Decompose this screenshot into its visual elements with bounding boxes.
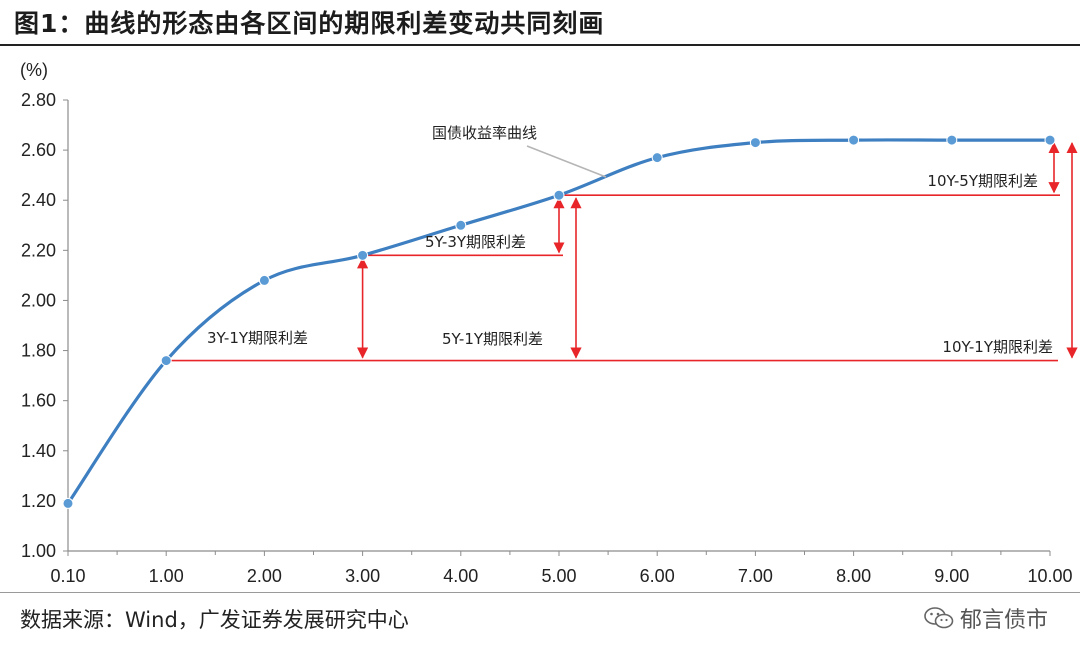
x-tick-label: 1.00 (149, 566, 184, 586)
y-tick-label: 1.20 (21, 491, 56, 511)
data-point (62, 497, 74, 509)
chart-title: 图1：曲线的形态由各区间的期限利差变动共同刻画 (14, 9, 605, 38)
x-tick-label: 10.00 (1027, 566, 1072, 586)
x-tick-label: 9.00 (934, 566, 969, 586)
data-point (749, 137, 761, 149)
y-tick-label: 2.00 (21, 290, 56, 310)
title-divider (0, 44, 1080, 46)
y-tick-label: 2.20 (21, 240, 56, 260)
x-tick-label: 8.00 (836, 566, 871, 586)
x-tick-label: 5.00 (541, 566, 576, 586)
spread-label: 5Y-3Y期限利差 (425, 233, 526, 251)
spread-label: 5Y-1Y期限利差 (442, 330, 543, 348)
x-tick-label: 3.00 (345, 566, 380, 586)
y-axis-unit-label: (%) (20, 60, 48, 80)
data-point (946, 134, 958, 146)
y-tick-label: 2.40 (21, 190, 56, 210)
data-point (1044, 134, 1056, 146)
y-tick-label: 1.00 (21, 541, 56, 561)
x-tick-label: 0.10 (50, 566, 85, 586)
spread-label: 3Y-1Y期限利差 (207, 329, 308, 347)
y-tick-label: 1.60 (21, 391, 56, 411)
data-point (160, 355, 172, 367)
y-tick-label: 2.80 (21, 90, 56, 110)
spread-label: 10Y-5Y期限利差 (927, 172, 1038, 190)
data-point (455, 219, 467, 231)
x-tick-label: 7.00 (738, 566, 773, 586)
spread-label: 10Y-1Y期限利差 (942, 338, 1053, 356)
y-tick-label: 1.80 (21, 341, 56, 361)
series-callout-line (526, 145, 607, 178)
footer-divider (0, 592, 1080, 593)
data-point (357, 249, 369, 261)
y-tick-label: 2.60 (21, 140, 56, 160)
data-point (553, 189, 565, 201)
x-tick-label: 2.00 (247, 566, 282, 586)
series-name-label: 国债收益率曲线 (432, 124, 537, 142)
data-point (848, 134, 860, 146)
x-tick-label: 6.00 (640, 566, 675, 586)
data-point (258, 274, 270, 286)
wechat-icon (924, 607, 954, 629)
watermark: 郁言债市 (924, 602, 1048, 634)
yield-curve-chart: (%) 1.00 1.20 1.40 1.60 1.80 2.00 2.20 2.40 2.60… (20, 60, 1078, 586)
source-note: 数据来源：Wind，广发证券发展研究中心 (20, 608, 409, 632)
data-point (651, 152, 663, 164)
x-tick-label: 4.00 (443, 566, 478, 586)
y-tick-label: 1.40 (21, 441, 56, 461)
series-line-treasury-yield (66, 138, 1050, 505)
watermark-text: 郁言债市 (959, 608, 1048, 633)
